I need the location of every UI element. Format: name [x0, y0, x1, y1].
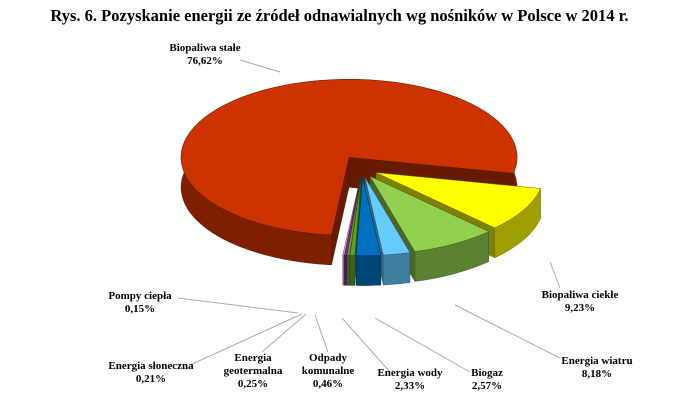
slice-label: Biogaz 2,57% — [457, 367, 517, 393]
slice-top — [349, 177, 362, 256]
slice-wall — [344, 254, 347, 286]
value-label: 0,46% — [312, 378, 344, 390]
value-label: 0,25% — [237, 378, 269, 390]
leader — [374, 317, 471, 373]
slice-label: Energia wody 2,33% — [365, 367, 455, 393]
leader — [549, 261, 561, 289]
value-label: 0,15% — [124, 303, 156, 315]
chart-title: Rys. 6. Pozyskanie energii ze źródeł odn… — [50, 6, 629, 25]
slice-wall — [346, 255, 350, 286]
category-label: Energia słoneczna — [108, 360, 194, 372]
slice-top — [346, 177, 361, 256]
category-label: Biopaliwa stałe — [169, 42, 241, 54]
leader — [239, 59, 281, 73]
slice-label: Biopaliwa stałe 76,62% — [150, 42, 260, 68]
slice-label: Energia geotermalna 0,25% — [216, 352, 291, 391]
category-label: Odpady komunalne — [301, 352, 355, 377]
slice-label: Pompy ciepła 0,15% — [85, 290, 195, 316]
slice-top — [376, 172, 541, 229]
value-label: 9,23% — [564, 302, 596, 314]
slice-label: Odpady komunalne 0,46% — [293, 352, 363, 391]
value-label: 0,21% — [135, 373, 167, 385]
leader — [177, 297, 299, 314]
category-label: Biogaz — [471, 367, 503, 379]
leader — [454, 304, 561, 359]
slice-top — [369, 175, 490, 252]
slice-wall — [356, 254, 381, 286]
slice-wall — [342, 254, 345, 286]
leader — [189, 313, 303, 366]
category-label: Energia geotermalna — [223, 352, 283, 377]
value-label: 8,18% — [581, 368, 613, 380]
leader — [314, 314, 329, 353]
value-label: 2,33% — [394, 380, 426, 392]
category-label: Energia wiatru — [561, 355, 633, 367]
value-label: 76,62% — [187, 55, 223, 67]
slice-label: Energia słoneczna 0,21% — [96, 360, 206, 386]
slice — [356, 177, 382, 286]
slice-wall — [383, 252, 411, 286]
slice-top — [364, 177, 411, 256]
slice-label: Energia wiatru 8,18% — [542, 355, 652, 381]
category-label: Pompy ciepła — [108, 290, 172, 302]
leader — [261, 313, 307, 353]
slice-wall — [349, 255, 356, 286]
slice-label: Biopaliwa ciekłe 9,23% — [525, 289, 635, 315]
category-label: Biopaliwa ciekłe — [541, 289, 619, 301]
slice-top — [356, 177, 382, 256]
category-label: Energia wody — [377, 367, 443, 379]
value-label: 2,57% — [471, 380, 503, 392]
slice-top — [180, 79, 518, 236]
leader — [341, 317, 391, 373]
